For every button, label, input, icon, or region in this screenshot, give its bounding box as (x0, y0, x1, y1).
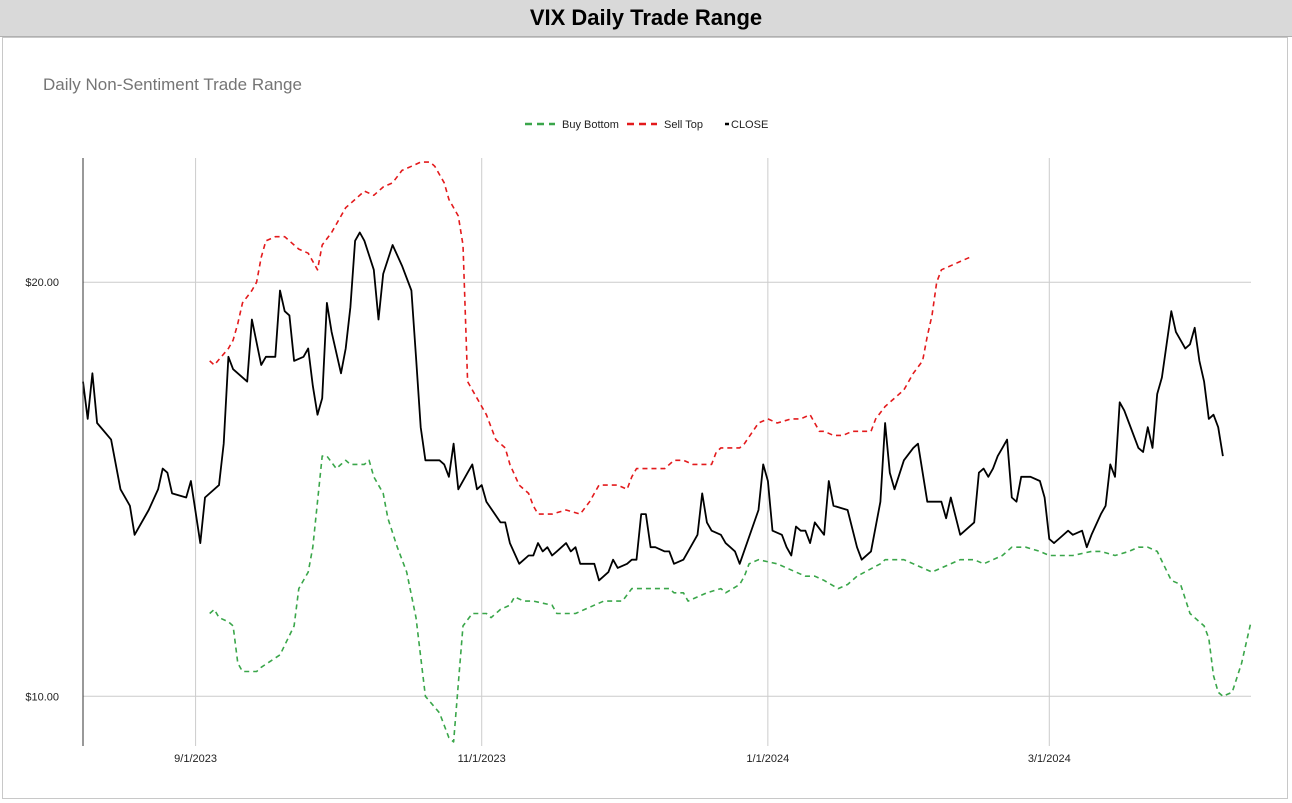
chart-frame: Daily Non-Sentiment Trade Range Buy Bott… (2, 37, 1288, 799)
chart-svg: Daily Non-Sentiment Trade Range Buy Bott… (25, 75, 1252, 765)
page-title: VIX Daily Trade Range (529, 5, 763, 30)
title-bar: VIX Daily Trade Range (0, 0, 1292, 37)
chart-subtitle: Daily Non-Sentiment Trade Range (43, 75, 302, 94)
chart-legend: Buy Bottom Sell Top CLOSE (525, 119, 768, 131)
x-tick-label-3: 3/1/2024 (1028, 753, 1071, 765)
chart-grid (83, 158, 1251, 746)
chart-series-layer (82, 161, 1252, 743)
y-tick-label-0: $20.00 (25, 277, 59, 289)
legend-label-sell-top: Sell Top (664, 119, 703, 131)
y-tick-label-1: $10.00 (25, 691, 59, 703)
x-tick-label-1: 11/1/2023 (458, 753, 506, 765)
legend-label-buy-bottom: Buy Bottom (562, 119, 619, 131)
legend-label-close: CLOSE (731, 119, 768, 131)
x-tick-label-2: 1/1/2024 (746, 753, 789, 765)
series-line-buy-bottom (209, 455, 1252, 743)
chart-axes: $20.00 $10.00 9/1/2023 11/1/2023 1/1/2024 3/1… (25, 158, 1071, 765)
x-tick-label-0: 9/1/2023 (174, 753, 217, 765)
series-line-sell-top (209, 161, 970, 515)
series-line-close (82, 231, 1224, 582)
